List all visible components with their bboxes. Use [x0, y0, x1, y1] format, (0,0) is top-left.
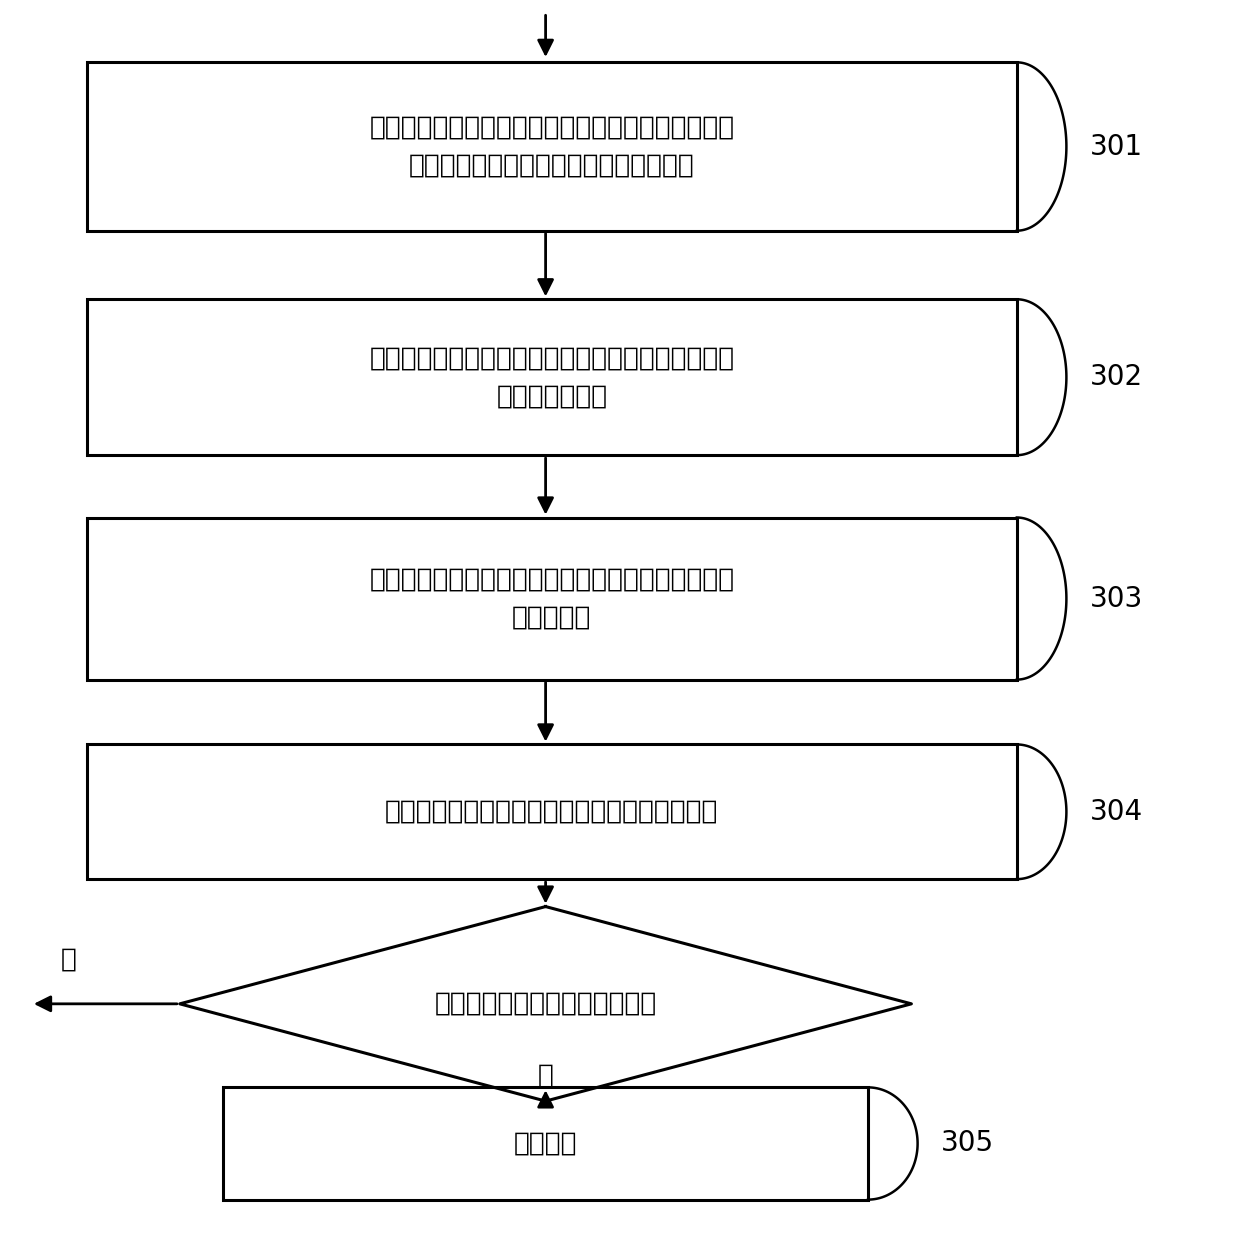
Text: 304: 304 — [1090, 798, 1143, 826]
FancyBboxPatch shape — [87, 299, 1017, 455]
Text: 303: 303 — [1090, 585, 1143, 612]
Polygon shape — [180, 907, 911, 1101]
Text: 305: 305 — [941, 1130, 994, 1157]
Text: 统计第一反馈变量所有取值所代表的第一总收益: 统计第一反馈变量所有取值所代表的第一总收益 — [386, 799, 718, 824]
Text: 根据第一奖励函数的第一反馈变量的当前取值调整第
一强化学习模型输出的第一训练状态参数: 根据第一奖励函数的第一反馈变量的当前取值调整第 一强化学习模型输出的第一训练状态… — [370, 115, 734, 178]
Text: 停止训练: 停止训练 — [513, 1131, 578, 1156]
FancyBboxPatch shape — [87, 62, 1017, 231]
FancyBboxPatch shape — [223, 1087, 868, 1200]
Text: 是: 是 — [538, 1062, 553, 1089]
Text: 第一总收益符合第一预设条件？: 第一总收益符合第一预设条件？ — [434, 991, 657, 1016]
Text: 根据满足预设目标任务的程度量化值更新第一反馈变
量的取值。: 根据满足预设目标任务的程度量化值更新第一反馈变 量的取值。 — [370, 566, 734, 631]
Text: 302: 302 — [1090, 363, 1143, 392]
Text: 301: 301 — [1090, 132, 1143, 161]
FancyBboxPatch shape — [87, 744, 1017, 879]
Text: 否: 否 — [61, 946, 76, 973]
FancyBboxPatch shape — [87, 518, 1017, 680]
Text: 根据所输出的第一训练状态参数确定满足预设训练目
标的程度量化值: 根据所输出的第一训练状态参数确定满足预设训练目 标的程度量化值 — [370, 345, 734, 409]
